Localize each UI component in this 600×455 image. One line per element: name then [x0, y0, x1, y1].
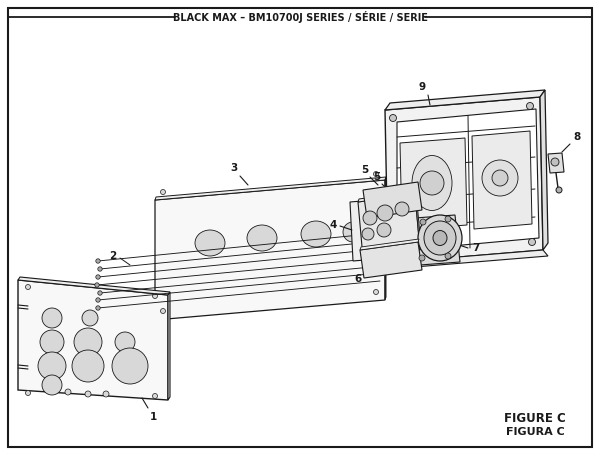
Circle shape: [551, 158, 559, 166]
Text: 2: 2: [109, 251, 116, 261]
Circle shape: [420, 171, 444, 195]
Circle shape: [161, 308, 166, 313]
Polygon shape: [350, 201, 365, 261]
Ellipse shape: [418, 215, 462, 261]
Circle shape: [527, 102, 533, 110]
Polygon shape: [363, 182, 422, 218]
Circle shape: [556, 187, 562, 193]
Circle shape: [98, 291, 102, 295]
Circle shape: [373, 172, 379, 177]
Circle shape: [373, 289, 379, 294]
Polygon shape: [400, 138, 467, 230]
Polygon shape: [155, 180, 385, 320]
Circle shape: [95, 283, 99, 287]
Circle shape: [96, 298, 100, 302]
Circle shape: [389, 251, 397, 258]
Circle shape: [377, 223, 391, 237]
Circle shape: [161, 189, 166, 194]
Polygon shape: [415, 191, 421, 250]
Circle shape: [65, 389, 71, 395]
Polygon shape: [548, 153, 564, 173]
Ellipse shape: [195, 230, 225, 256]
Circle shape: [445, 253, 451, 259]
Circle shape: [389, 115, 397, 121]
Circle shape: [85, 391, 91, 397]
Circle shape: [152, 293, 157, 298]
Text: FIGURA C: FIGURA C: [506, 427, 565, 437]
Text: 5: 5: [361, 165, 368, 175]
Circle shape: [363, 211, 377, 225]
Polygon shape: [18, 277, 170, 295]
Polygon shape: [385, 97, 543, 263]
Circle shape: [419, 255, 425, 261]
Polygon shape: [358, 191, 416, 202]
Ellipse shape: [301, 221, 331, 247]
Ellipse shape: [247, 225, 277, 251]
Circle shape: [74, 328, 102, 356]
Circle shape: [98, 267, 102, 271]
Ellipse shape: [433, 231, 447, 246]
Circle shape: [40, 330, 64, 354]
Text: 7: 7: [472, 243, 479, 253]
Text: 4: 4: [329, 220, 337, 230]
Polygon shape: [155, 177, 386, 200]
Text: 9: 9: [419, 82, 426, 92]
Circle shape: [42, 308, 62, 328]
Circle shape: [103, 391, 109, 397]
Text: 6: 6: [355, 274, 362, 284]
Text: 3: 3: [231, 163, 238, 173]
Text: 1: 1: [150, 412, 157, 422]
Polygon shape: [358, 194, 420, 258]
Circle shape: [38, 352, 66, 380]
Circle shape: [492, 170, 508, 186]
Circle shape: [25, 284, 31, 289]
Polygon shape: [415, 215, 460, 265]
Polygon shape: [360, 239, 419, 250]
Polygon shape: [360, 242, 422, 278]
Text: FIGURE C: FIGURE C: [504, 411, 566, 425]
Circle shape: [420, 219, 426, 225]
Text: BLACK MAX – BM10700J SERIES / SÉRIE / SERIE: BLACK MAX – BM10700J SERIES / SÉRIE / SE…: [173, 11, 427, 23]
Circle shape: [82, 310, 98, 326]
Text: 5: 5: [373, 172, 380, 182]
Polygon shape: [472, 131, 532, 229]
Text: 8: 8: [573, 132, 580, 142]
Circle shape: [42, 375, 62, 395]
Circle shape: [395, 202, 409, 216]
Circle shape: [482, 160, 518, 196]
Polygon shape: [385, 90, 545, 110]
Polygon shape: [385, 177, 386, 300]
Circle shape: [96, 259, 100, 263]
Circle shape: [25, 390, 31, 395]
Circle shape: [152, 394, 157, 399]
Polygon shape: [18, 280, 168, 400]
Polygon shape: [385, 250, 548, 269]
Polygon shape: [540, 90, 548, 250]
Circle shape: [377, 205, 393, 221]
Polygon shape: [397, 109, 539, 251]
Circle shape: [115, 332, 135, 352]
Circle shape: [112, 348, 148, 384]
Circle shape: [445, 216, 451, 222]
Ellipse shape: [412, 156, 452, 211]
Circle shape: [343, 222, 363, 242]
Ellipse shape: [424, 221, 456, 255]
Circle shape: [529, 238, 536, 246]
Circle shape: [96, 306, 100, 310]
Circle shape: [362, 228, 374, 240]
Circle shape: [72, 350, 104, 382]
Polygon shape: [168, 292, 170, 400]
Circle shape: [96, 275, 100, 279]
